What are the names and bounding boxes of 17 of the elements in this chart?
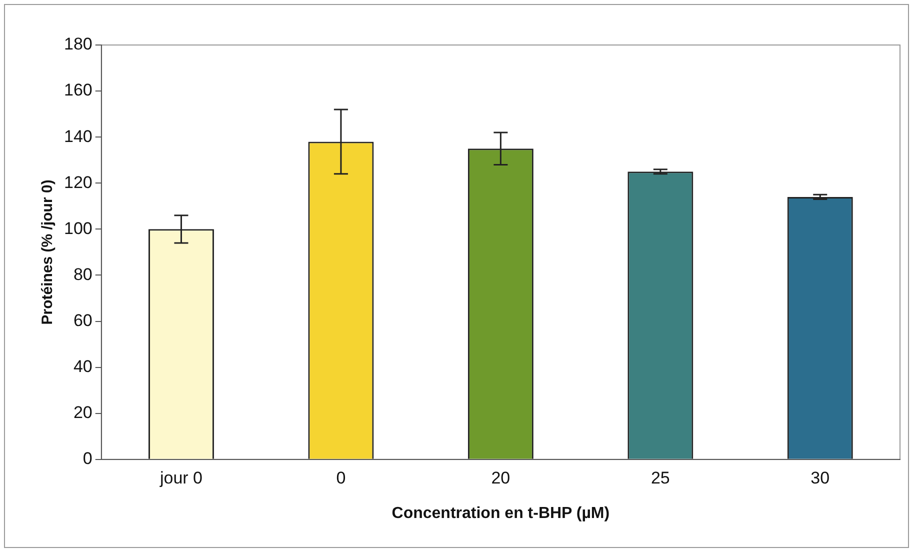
x-axis-title: Concentration en t-BHP (µM) — [392, 504, 610, 522]
y-tick-label: 60 — [73, 310, 92, 330]
y-tick-label: 0 — [82, 449, 92, 468]
x-tick-label: 20 — [491, 468, 510, 488]
x-tick-label: 30 — [810, 468, 830, 488]
y-tick-label: 160 — [64, 80, 92, 100]
y-tick-label: 100 — [64, 218, 92, 238]
y-axis-title: Protéines (% /jour 0) — [39, 180, 56, 325]
y-tick-label: 120 — [64, 172, 92, 192]
y-tick-label: 180 — [64, 34, 92, 54]
y-tick-label: 40 — [73, 357, 92, 376]
y-tick-label: 140 — [64, 126, 92, 146]
x-tick-label: jour 0 — [158, 468, 202, 488]
y-tick-label: 20 — [73, 403, 92, 422]
x-tick-label: 25 — [650, 468, 670, 488]
y-tick-label: 80 — [73, 264, 92, 284]
x-tick-label: 0 — [336, 468, 346, 488]
